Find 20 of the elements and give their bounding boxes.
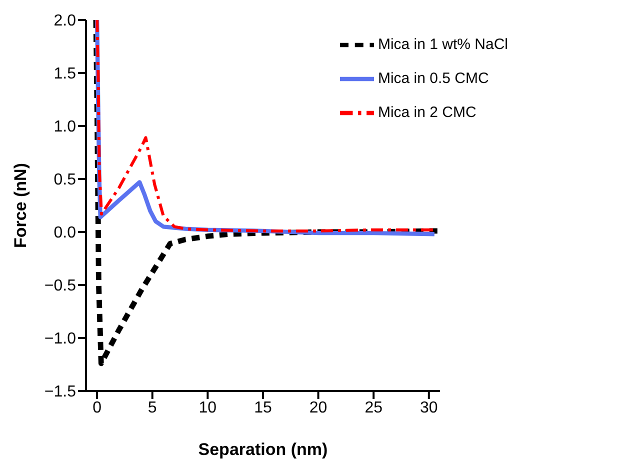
y-tick-label: 1.0 xyxy=(54,118,76,136)
x-tick-label: 25 xyxy=(364,399,383,416)
x-tick-label: 0 xyxy=(92,399,102,416)
y-tick-label: −1.0 xyxy=(44,330,76,348)
legend-label: Mica in 0.5 CMC xyxy=(378,70,489,87)
x-tick-label: 10 xyxy=(198,399,217,416)
y-tick-label: 1.5 xyxy=(54,66,76,83)
x-tick-label: 30 xyxy=(420,399,438,416)
y-tick-label: −1.5 xyxy=(44,384,76,401)
y-tick-label: 0.5 xyxy=(54,172,76,189)
x-tick-label: 5 xyxy=(148,399,157,416)
y-tick-label: 2.0 xyxy=(54,12,76,30)
x-tick-label: 15 xyxy=(254,399,272,416)
x-tick-label: 20 xyxy=(309,399,328,416)
legend-label: Mica in 2 CMC xyxy=(378,104,476,121)
y-axis-title: Force (nN) xyxy=(11,163,30,248)
y-tick-label: 0.0 xyxy=(54,224,76,242)
y-tick-label: −0.5 xyxy=(44,278,76,295)
legend-label: Mica in 1 wt% NaCl xyxy=(378,36,508,53)
x-axis-title: Separation (nm) xyxy=(198,440,328,459)
